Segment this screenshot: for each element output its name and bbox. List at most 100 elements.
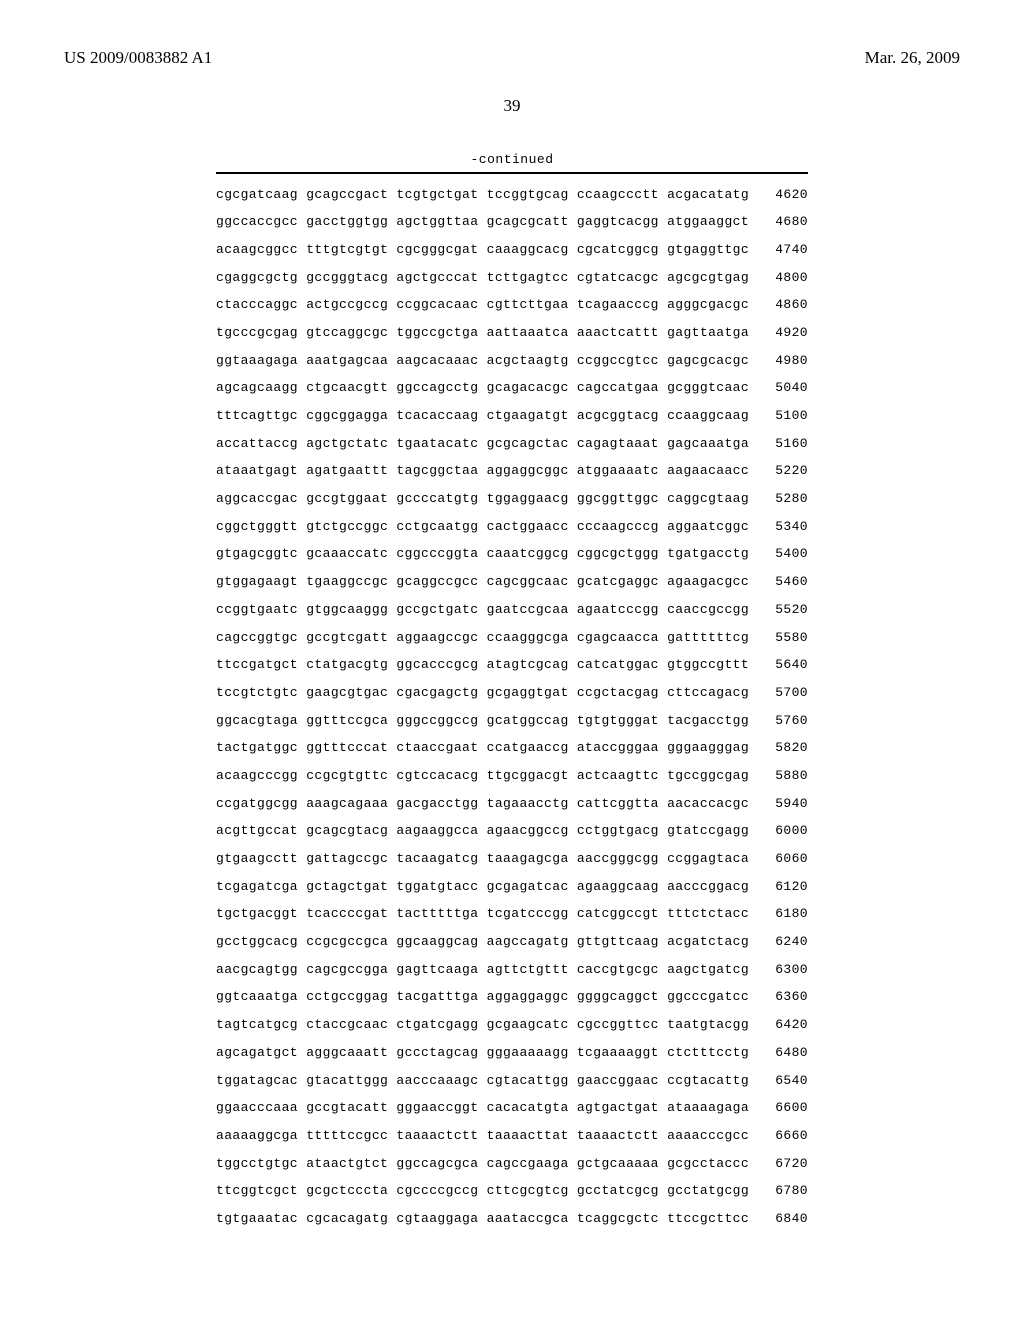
- page-root: US 2009/0083882 A1 Mar. 26, 2009 39 -con…: [0, 0, 1024, 1320]
- page-number: 39: [64, 96, 960, 116]
- sequence-row: tggcctgtgc ataactgtct ggccagcgca cagccga…: [216, 1157, 808, 1170]
- continued-label-wrap: -continued: [64, 150, 960, 168]
- sequence-bases: tggatagcac gtacattggg aacccaaagc cgtacat…: [216, 1074, 749, 1087]
- sequence-bases: tactgatggc ggtttcccat ctaaccgaat ccatgaa…: [216, 741, 749, 754]
- sequence-bases: ggtcaaatga cctgccggag tacgatttga aggagga…: [216, 990, 749, 1003]
- sequence-bases: gcctggcacg ccgcgccgca ggcaaggcag aagccag…: [216, 935, 749, 948]
- sequence-bases: ggaacccaaa gccgtacatt gggaaccggt cacacat…: [216, 1101, 749, 1114]
- sequence-bases: ttccgatgct ctatgacgtg ggcacccgcg atagtcg…: [216, 658, 749, 671]
- sequence-position: 6780: [757, 1184, 808, 1197]
- sequence-position: 5460: [757, 575, 808, 588]
- sequence-row: ggccaccgcc gacctggtgg agctggttaa gcagcgc…: [216, 215, 808, 228]
- sequence-row: gtgagcggtc gcaaaccatc cggcccggta caaatcg…: [216, 547, 808, 560]
- sequence-position: 4860: [757, 298, 808, 311]
- sequence-bases: aaaaaggcga tttttccgcc taaaactctt taaaact…: [216, 1129, 749, 1142]
- sequence-bases: gtggagaagt tgaaggccgc gcaggccgcc cagcggc…: [216, 575, 749, 588]
- sequence-bases: tgcccgcgag gtccaggcgc tggccgctga aattaaa…: [216, 326, 749, 339]
- sequence-row: agcagcaagg ctgcaacgtt ggccagcctg gcagaca…: [216, 381, 808, 394]
- sequence-row: tgcccgcgag gtccaggcgc tggccgctga aattaaa…: [216, 326, 808, 339]
- sequence-bases: ccggtgaatc gtggcaaggg gccgctgatc gaatccg…: [216, 603, 749, 616]
- publication-number: US 2009/0083882 A1: [64, 48, 212, 68]
- page-header: US 2009/0083882 A1 Mar. 26, 2009: [64, 48, 960, 68]
- sequence-row: aaaaaggcga tttttccgcc taaaactctt taaaact…: [216, 1129, 808, 1142]
- sequence-position: 5700: [757, 686, 808, 699]
- sequence-bases: ttcggtcgct gcgctcccta cgccccgccg cttcgcg…: [216, 1184, 749, 1197]
- sequence-position: 5160: [757, 437, 808, 450]
- sequence-bases: gtgaagcctt gattagccgc tacaagatcg taaagag…: [216, 852, 749, 865]
- sequence-position: 6840: [757, 1212, 808, 1225]
- sequence-bases: agcagatgct agggcaaatt gccctagcag gggaaaa…: [216, 1046, 749, 1059]
- sequence-bases: ggccaccgcc gacctggtgg agctggttaa gcagcgc…: [216, 215, 749, 228]
- sequence-position: 6240: [757, 935, 808, 948]
- sequence-row: cgcgatcaag gcagccgact tcgtgctgat tccggtg…: [216, 188, 808, 201]
- sequence-position: 6000: [757, 824, 808, 837]
- sequence-position: 5100: [757, 409, 808, 422]
- sequence-position: 5280: [757, 492, 808, 505]
- sequence-row: tggatagcac gtacattggg aacccaaagc cgtacat…: [216, 1074, 808, 1087]
- sequence-position: 4980: [757, 354, 808, 367]
- sequence-bases: accattaccg agctgctatc tgaatacatc gcgcagc…: [216, 437, 749, 450]
- sequence-position: 5940: [757, 797, 808, 810]
- sequence-position: 6720: [757, 1157, 808, 1170]
- sequence-position: 6180: [757, 907, 808, 920]
- sequence-bases: acaagcggcc tttgtcgtgt cgcgggcgat caaaggc…: [216, 243, 749, 256]
- sequence-bases: tagtcatgcg ctaccgcaac ctgatcgagg gcgaagc…: [216, 1018, 749, 1031]
- sequence-position: 5340: [757, 520, 808, 533]
- sequence-row: tgtgaaatac cgcacagatg cgtaaggaga aaatacc…: [216, 1212, 808, 1225]
- sequence-bases: cgaggcgctg gccgggtacg agctgcccat tcttgag…: [216, 271, 749, 284]
- sequence-bases: tcgagatcga gctagctgat tggatgtacc gcgagat…: [216, 880, 749, 893]
- sequence-bases: ggcacgtaga ggtttccgca gggccggccg gcatggc…: [216, 714, 749, 727]
- sequence-row: ggcacgtaga ggtttccgca gggccggccg gcatggc…: [216, 714, 808, 727]
- continued-label: -continued: [470, 152, 553, 167]
- sequence-row: tagtcatgcg ctaccgcaac ctgatcgagg gcgaagc…: [216, 1018, 808, 1031]
- sequence-position: 6660: [757, 1129, 808, 1142]
- sequence-bases: agcagcaagg ctgcaacgtt ggccagcctg gcagaca…: [216, 381, 749, 394]
- sequence-row: cggctgggtt gtctgccggc cctgcaatgg cactgga…: [216, 520, 808, 533]
- sequence-bases: ccgatggcgg aaagcagaaa gacgacctgg tagaaac…: [216, 797, 749, 810]
- sequence-row: aacgcagtgg cagcgccgga gagttcaaga agttctg…: [216, 963, 808, 976]
- sequence-position: 6060: [757, 852, 808, 865]
- sequence-row: agcagatgct agggcaaatt gccctagcag gggaaaa…: [216, 1046, 808, 1059]
- sequence-position: 6540: [757, 1074, 808, 1087]
- sequence-row: ccggtgaatc gtggcaaggg gccgctgatc gaatccg…: [216, 603, 808, 616]
- sequence-position: 5520: [757, 603, 808, 616]
- sequence-bases: tggcctgtgc ataactgtct ggccagcgca cagccga…: [216, 1157, 749, 1170]
- sequence-bases: tttcagttgc cggcggagga tcacaccaag ctgaaga…: [216, 409, 749, 422]
- sequence-bases: ggtaaagaga aaatgagcaa aagcacaaac acgctaa…: [216, 354, 749, 367]
- sequence-row: tttcagttgc cggcggagga tcacaccaag ctgaaga…: [216, 409, 808, 422]
- sequence-row: accattaccg agctgctatc tgaatacatc gcgcagc…: [216, 437, 808, 450]
- sequence-position: 4920: [757, 326, 808, 339]
- sequence-row: cagccggtgc gccgtcgatt aggaagccgc ccaaggg…: [216, 631, 808, 644]
- sequence-position: 5760: [757, 714, 808, 727]
- publication-date: Mar. 26, 2009: [865, 48, 960, 68]
- sequence-position: 5580: [757, 631, 808, 644]
- sequence-bases: tgtgaaatac cgcacagatg cgtaaggaga aaatacc…: [216, 1212, 749, 1225]
- sequence-row: gtggagaagt tgaaggccgc gcaggccgcc cagcggc…: [216, 575, 808, 588]
- sequence-bases: tgctgacggt tcaccccgat tactttttga tcgatcc…: [216, 907, 749, 920]
- sequence-row: gtgaagcctt gattagccgc tacaagatcg taaagag…: [216, 852, 808, 865]
- sequence-bases: aacgcagtgg cagcgccgga gagttcaaga agttctg…: [216, 963, 749, 976]
- sequence-position: 6360: [757, 990, 808, 1003]
- sequence-position: 5220: [757, 464, 808, 477]
- sequence-row: ccgatggcgg aaagcagaaa gacgacctgg tagaaac…: [216, 797, 808, 810]
- sequence-row: gcctggcacg ccgcgccgca ggcaaggcag aagccag…: [216, 935, 808, 948]
- sequence-bases: ctacccaggc actgccgccg ccggcacaac cgttctt…: [216, 298, 749, 311]
- sequence-position: 6600: [757, 1101, 808, 1114]
- sequence-position: 5880: [757, 769, 808, 782]
- horizontal-rule: [216, 172, 808, 174]
- sequence-position: 6120: [757, 880, 808, 893]
- sequence-row: acaagcggcc tttgtcgtgt cgcgggcgat caaaggc…: [216, 243, 808, 256]
- sequence-position: 6300: [757, 963, 808, 976]
- sequence-row: tcgagatcga gctagctgat tggatgtacc gcgagat…: [216, 880, 808, 893]
- sequence-bases: acaagcccgg ccgcgtgttc cgtccacacg ttgcgga…: [216, 769, 749, 782]
- sequence-row: cgaggcgctg gccgggtacg agctgcccat tcttgag…: [216, 271, 808, 284]
- sequence-row: ttcggtcgct gcgctcccta cgccccgccg cttcgcg…: [216, 1184, 808, 1197]
- sequence-row: aggcaccgac gccgtggaat gccccatgtg tggagga…: [216, 492, 808, 505]
- sequence-bases: tccgtctgtc gaagcgtgac cgacgagctg gcgaggt…: [216, 686, 749, 699]
- sequence-bases: acgttgccat gcagcgtacg aagaaggcca agaacgg…: [216, 824, 749, 837]
- sequence-position: 4740: [757, 243, 808, 256]
- sequence-bases: gtgagcggtc gcaaaccatc cggcccggta caaatcg…: [216, 547, 749, 560]
- sequence-position: 5400: [757, 547, 808, 560]
- sequence-row: ggtaaagaga aaatgagcaa aagcacaaac acgctaa…: [216, 354, 808, 367]
- sequence-position: 4800: [757, 271, 808, 284]
